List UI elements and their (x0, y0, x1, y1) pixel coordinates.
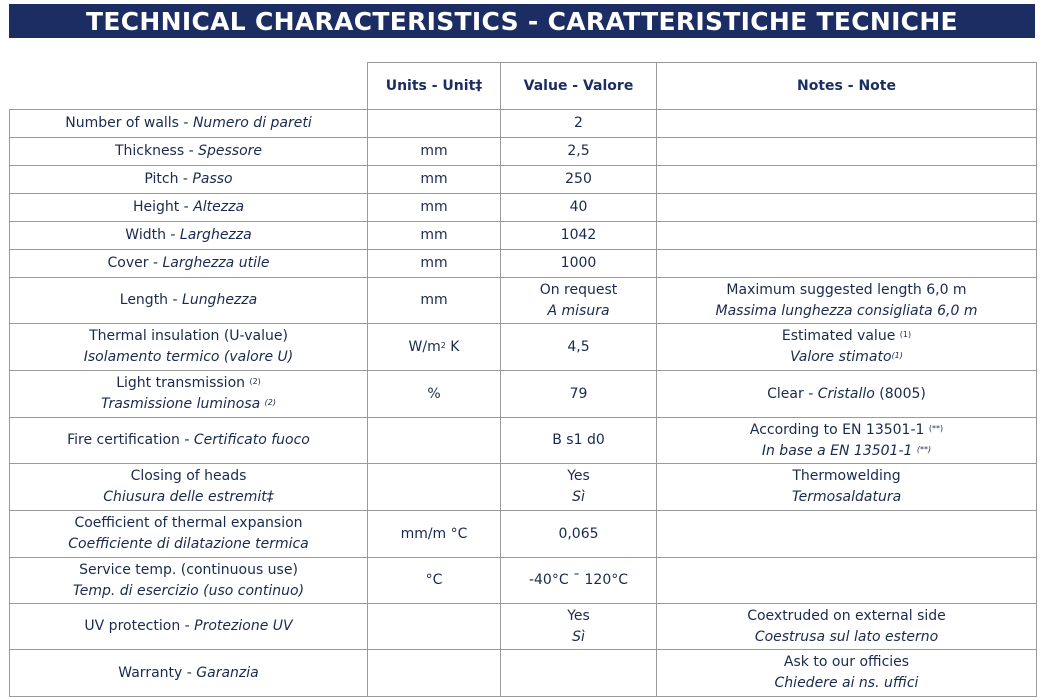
property-name: Thickness - Spessore (9, 137, 368, 166)
table-header-row: Units - Unit‡ Value - Valore Notes - Not… (9, 62, 1037, 110)
notes-cell (656, 165, 1037, 194)
table-row: Pitch - Passo mm 250 (9, 165, 1037, 194)
notes-cell: Clear - Cristallo (8005) (656, 370, 1037, 418)
table-row: Thickness - Spessore mm 2,5 (9, 137, 1037, 166)
property-name: Length - Lunghezza (9, 277, 368, 324)
property-name: Width - Larghezza (9, 221, 368, 250)
value-cell: 2,5 (500, 137, 657, 166)
table-row: UV protection - Protezione UV Yes Sì Coex… (9, 603, 1037, 650)
unit-cell: °C (367, 557, 501, 604)
notes-cell (656, 221, 1037, 250)
header-units: Units - Unit‡ (367, 62, 501, 110)
value-cell: 40 (500, 193, 657, 222)
notes-cell: Thermowelding Termosaldatura (656, 463, 1037, 511)
notes-cell: Estimated value (1) Valore stimato(1) (656, 323, 1037, 371)
value-cell: B s1 d0 (500, 417, 657, 464)
notes-cell: Coextruded on external side Coestrusa sul… (656, 603, 1037, 650)
value-cell: -40°C ˉ 120°C (500, 557, 657, 604)
notes-cell: According to EN 13501-1 (**) In base a EN… (656, 417, 1037, 464)
notes-cell (656, 557, 1037, 604)
unit-cell: mm/m °C (367, 510, 501, 558)
property-name: Height - Altezza (9, 193, 368, 222)
header-value: Value - Valore (500, 62, 657, 110)
unit-cell: mm (367, 165, 501, 194)
property-name: Cover - Larghezza utile (9, 249, 368, 278)
unit-cell: mm (367, 277, 501, 324)
property-name: UV protection - Protezione UV (9, 603, 368, 650)
table-row: Coefficient of thermal expansion Coeffici… (9, 510, 1037, 558)
unit-cell: mm (367, 249, 501, 278)
unit-cell: % (367, 370, 501, 418)
header-blank-cell (9, 62, 368, 110)
table-row: Height - Altezza mm 40 (9, 193, 1037, 222)
table-row: Light transmission (2) Trasmissione lumin… (9, 370, 1037, 418)
header-notes: Notes - Note (656, 62, 1037, 110)
notes-cell (656, 249, 1037, 278)
table-row: Length - Lunghezza mm On request A misura… (9, 277, 1037, 324)
property-name: Pitch - Passo (9, 165, 368, 194)
unit-cell (367, 603, 501, 650)
table-row: Number of walls - Numero di pareti 2 (9, 109, 1037, 138)
property-name: Closing of heads Chiusura delle estremit‡ (9, 463, 368, 511)
unit-cell (367, 417, 501, 464)
unit-cell (367, 649, 501, 697)
notes-cell: Ask to our officies Chiedere ai ns. uffic… (656, 649, 1037, 697)
notes-cell (656, 193, 1037, 222)
value-cell: 250 (500, 165, 657, 194)
table-row: Thermal insulation (U-value) Isolamento t… (9, 323, 1037, 371)
value-cell: 0,065 (500, 510, 657, 558)
value-cell: 1000 (500, 249, 657, 278)
property-name: Service temp. (continuous use) Temp. di e… (9, 557, 368, 604)
value-cell: Yes Sì (500, 463, 657, 511)
unit-cell (367, 463, 501, 511)
value-cell: 2 (500, 109, 657, 138)
property-name: Coefficient of thermal expansion Coeffici… (9, 510, 368, 558)
notes-cell (656, 109, 1037, 138)
property-name: Thermal insulation (U-value) Isolamento t… (9, 323, 368, 371)
unit-cell (367, 109, 501, 138)
property-name: Fire certification - Certificato fuoco (9, 417, 368, 464)
value-cell: 1042 (500, 221, 657, 250)
table-row: Cover - Larghezza utile mm 1000 (9, 249, 1037, 278)
value-cell: On request A misura (500, 277, 657, 324)
property-name: Number of walls - Numero di pareti (9, 109, 368, 138)
unit-cell: mm (367, 221, 501, 250)
unit-cell: mm (367, 137, 501, 166)
table-row: Warranty - Garanzia Ask to our officies C… (9, 649, 1037, 697)
table-row: Width - Larghezza mm 1042 (9, 221, 1037, 250)
value-cell: Yes Sì (500, 603, 657, 650)
property-name: Warranty - Garanzia (9, 649, 368, 697)
value-cell: 79 (500, 370, 657, 418)
value-cell (500, 649, 657, 697)
table-row: Service temp. (continuous use) Temp. di e… (9, 557, 1037, 604)
value-cell: 4,5 (500, 323, 657, 371)
table-row: Closing of heads Chiusura delle estremit‡… (9, 463, 1037, 511)
page-title: TECHNICAL CHARACTERISTICS - CARATTERISTI… (9, 4, 1035, 38)
table-row: Fire certification - Certificato fuoco B… (9, 417, 1037, 464)
property-name: Light transmission (2) Trasmissione lumin… (9, 370, 368, 418)
technical-characteristics-table: Units - Unit‡ Value - Valore Notes - Not… (9, 62, 1037, 697)
unit-cell: mm (367, 193, 501, 222)
notes-cell (656, 510, 1037, 558)
unit-cell: W/m2 K (367, 323, 501, 371)
notes-cell (656, 137, 1037, 166)
notes-cell: Maximum suggested length 6,0 m Massima lu… (656, 277, 1037, 324)
